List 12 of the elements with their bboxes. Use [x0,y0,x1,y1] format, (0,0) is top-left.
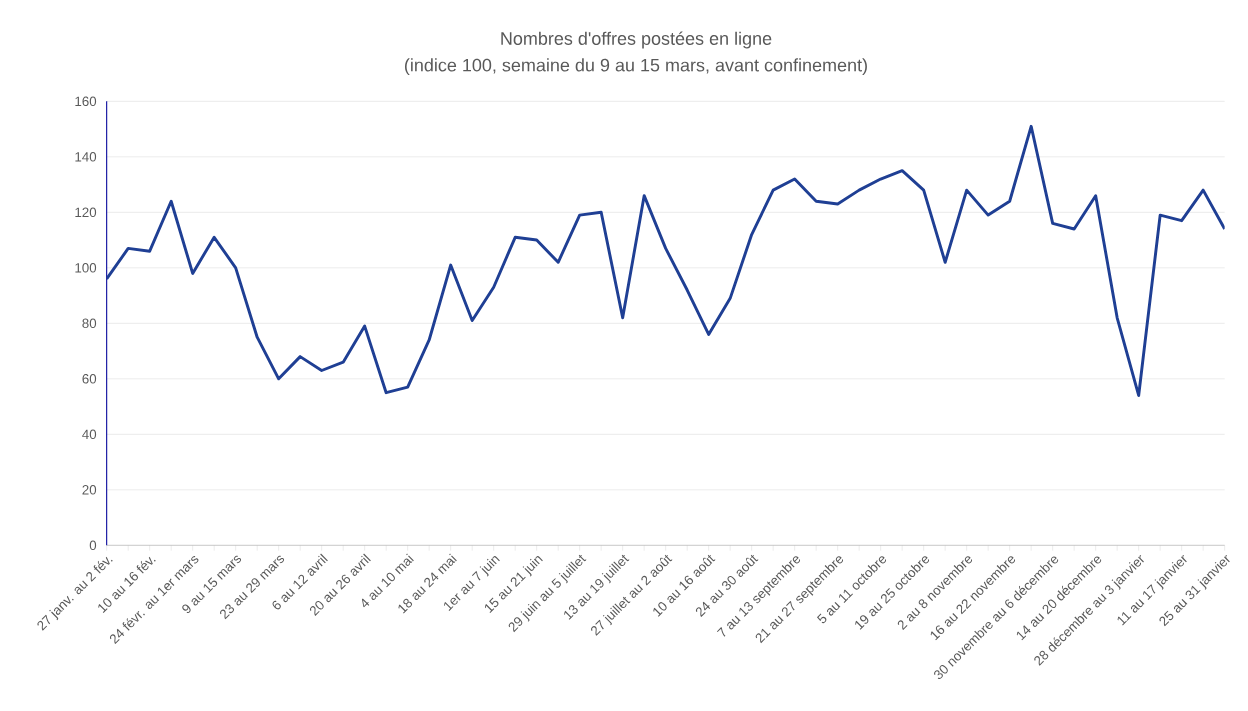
y-tick-label: 160 [75,96,97,107]
y-tick-label: 0 [89,540,97,551]
y-tick-label: 140 [75,152,97,162]
y-tick-label: 120 [75,207,97,218]
chart-title: Nombres d'offres postées en ligne [501,31,772,49]
chart-subtitle: (indice 100, semaine du 9 au 15 mars, avant confinement) [404,58,867,76]
y-tick-label: 100 [75,263,97,273]
y-tick-label: 40 [82,429,97,440]
y-tick-label: 60 [82,374,97,384]
line-series [106,125,1225,398]
y-tick-label: 80 [82,318,97,329]
y-tick-label: 20 [82,485,97,495]
